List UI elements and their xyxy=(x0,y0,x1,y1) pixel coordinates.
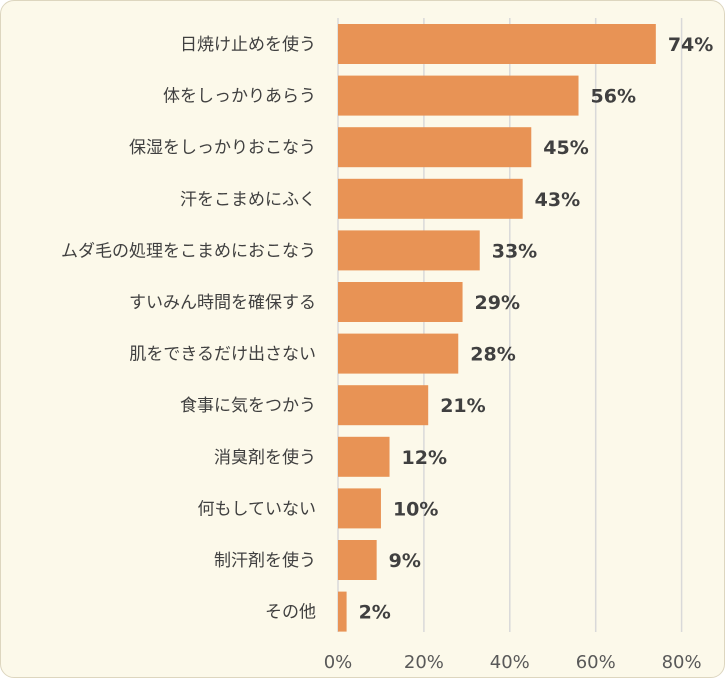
value-label: 9% xyxy=(389,550,421,572)
bar xyxy=(338,127,532,168)
value-label: 43% xyxy=(535,189,580,211)
category-label: 食事に気をつかう xyxy=(180,396,316,416)
x-axis-tick-labels: 0% 20% 40% 60% 80% xyxy=(324,652,702,673)
value-labels: 74% 56% 45% 43% 33% 29% 28% 21% 12% 10% 9% 2% xyxy=(359,34,714,624)
bar xyxy=(338,540,377,580)
bar xyxy=(338,385,429,426)
bar xyxy=(338,230,480,271)
category-label: 日焼け止めを使う xyxy=(180,34,316,55)
category-label: その他 xyxy=(265,603,316,623)
value-label: 45% xyxy=(543,137,588,159)
value-label: 2% xyxy=(359,602,391,624)
category-label: すいみん時間を確保する xyxy=(129,293,316,313)
bar xyxy=(338,178,523,219)
x-tick-label: 60% xyxy=(576,652,616,673)
bar xyxy=(338,75,579,116)
value-label: 29% xyxy=(475,292,520,314)
category-label: 消臭剤を使う xyxy=(214,447,316,468)
category-label: 体をしっかりあらう xyxy=(163,87,316,107)
category-label: 制汗剤を使う xyxy=(214,550,316,571)
gridlines xyxy=(337,18,683,632)
value-label: 21% xyxy=(440,395,485,417)
value-label: 56% xyxy=(591,86,636,108)
category-label: 汗をこまめにふく xyxy=(180,190,316,210)
category-labels: 日焼け止めを使う体をしっかりあらう保湿をしっかりおこなう汗をこまめにふくムダ毛の… xyxy=(61,34,316,623)
x-tick-label: 20% xyxy=(404,652,444,673)
value-label: 10% xyxy=(393,498,438,520)
x-tick-label: 0% xyxy=(324,652,353,673)
bar xyxy=(338,333,459,374)
x-tick-label: 80% xyxy=(662,652,702,673)
category-label: 肌をできるだけ出さない xyxy=(129,345,316,365)
value-label: 33% xyxy=(492,240,537,262)
bar xyxy=(338,488,381,529)
bar xyxy=(338,591,347,632)
bar xyxy=(338,282,463,322)
bar xyxy=(338,436,390,477)
value-label: 12% xyxy=(402,447,447,469)
bar xyxy=(338,24,656,64)
x-tick-label: 40% xyxy=(490,652,530,673)
bars xyxy=(338,24,656,632)
value-label: 74% xyxy=(668,34,713,56)
category-label: 保湿をしっかりおこなう xyxy=(129,138,316,158)
value-label: 28% xyxy=(470,344,515,366)
category-label: ムダ毛の処理をこまめにおこなう xyxy=(61,241,316,261)
category-label: 何もしていない xyxy=(198,499,317,519)
